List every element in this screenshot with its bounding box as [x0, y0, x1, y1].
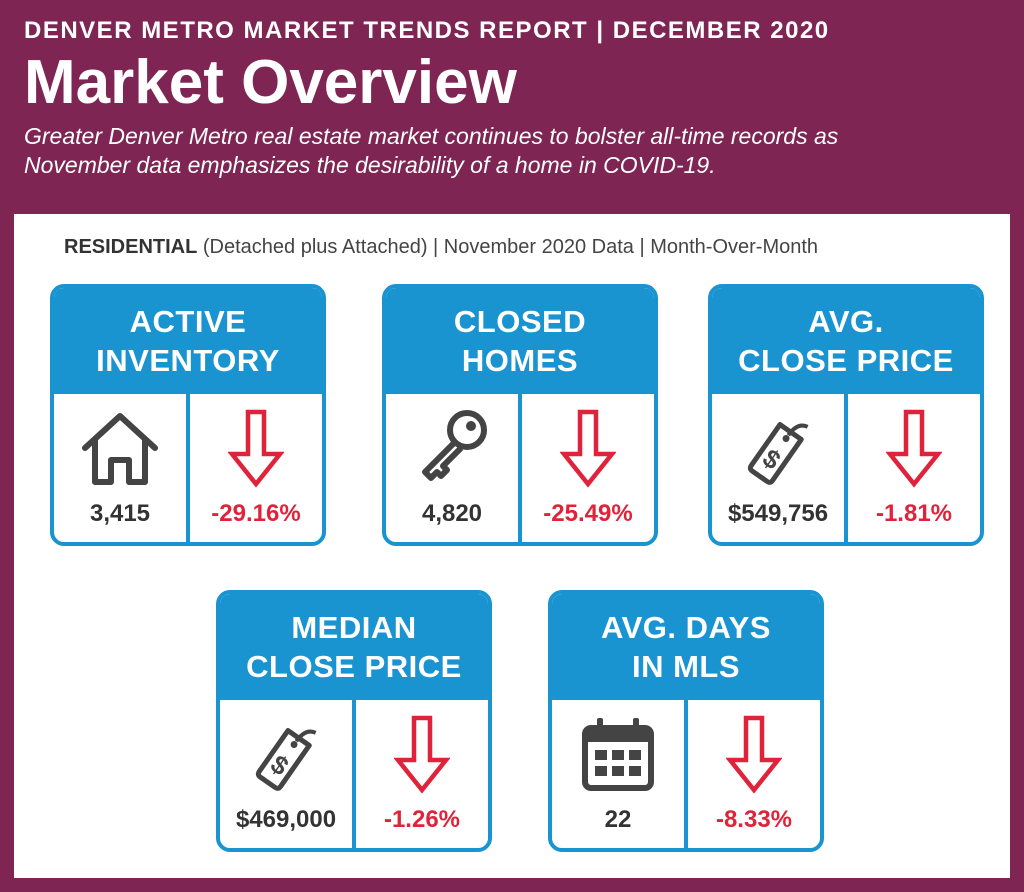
- down-arrow-icon: [726, 715, 782, 794]
- card-value: 22: [604, 806, 632, 833]
- card-change: -25.49%: [543, 500, 633, 527]
- card-title: CLOSED HOMES: [386, 288, 654, 394]
- section-label-rest: (Detached plus Attached) | November 2020…: [197, 236, 819, 258]
- report-header: DENVER METRO MARKET TRENDS REPORT | DECE…: [24, 14, 1004, 180]
- card-active-inventory: ACTIVE INVENTORY 3,415 -29.16%: [50, 284, 326, 546]
- card-change: -29.16%: [211, 500, 301, 527]
- card-value: 4,820: [421, 500, 483, 527]
- page-title: Market Overview: [24, 48, 517, 117]
- card-title-line-2: HOMES: [461, 343, 579, 378]
- down-arrow-icon: [394, 715, 450, 794]
- card-closed-homes: CLOSED HOMES 4,820 -25.49%: [382, 284, 658, 546]
- stats-panel: RESIDENTIAL (Detached plus Attached) | N…: [14, 214, 1010, 878]
- subtitle-line-1: Greater Denver Metro real estate market …: [24, 123, 839, 149]
- card-title-line-1: AVG.: [808, 304, 884, 339]
- card-change: -8.33%: [715, 806, 793, 833]
- card-title: MEDIAN CLOSE PRICE: [220, 594, 488, 700]
- card-median-close-price: MEDIAN CLOSE PRICE $ $469,000 -1.2: [216, 590, 492, 852]
- page-subtitle: Greater Denver Metro real estate market …: [24, 118, 1004, 180]
- card-title-line-1: AVG. DAYS: [601, 610, 771, 645]
- section-label-bold: RESIDENTIAL: [64, 236, 198, 258]
- card-title: ACTIVE INVENTORY: [54, 288, 322, 394]
- card-value: $469,000: [235, 806, 337, 833]
- card-title-line-1: MEDIAN: [291, 610, 417, 645]
- card-avg-close-price: AVG. CLOSE PRICE $ $549,756 -1.81%: [708, 284, 984, 546]
- card-change: -1.81%: [875, 500, 953, 527]
- house-icon: [82, 413, 158, 485]
- calendar-icon: [582, 718, 654, 791]
- card-change: -1.26%: [383, 806, 461, 833]
- price-tag-icon: $: [255, 728, 317, 791]
- card-title: AVG. DAYS IN MLS: [552, 594, 820, 700]
- down-arrow-icon: [560, 409, 616, 488]
- card-avg-days-in-mls: AVG. DAYS IN MLS 22: [548, 590, 824, 852]
- down-arrow-icon: [228, 409, 284, 488]
- card-title-line-2: IN MLS: [631, 649, 741, 684]
- price-tag-icon: $: [747, 422, 809, 485]
- card-title-line-2: INVENTORY: [96, 343, 280, 378]
- card-title-line-2: CLOSE PRICE: [246, 649, 462, 684]
- card-title-line-1: ACTIVE: [129, 304, 247, 339]
- card-title: AVG. CLOSE PRICE: [712, 288, 980, 394]
- key-icon: [422, 410, 487, 481]
- down-arrow-icon: [886, 409, 942, 488]
- subtitle-line-2: November data emphasizes the desirabilit…: [24, 152, 716, 178]
- card-title-line-1: CLOSED: [453, 304, 587, 339]
- report-kicker: DENVER METRO MARKET TRENDS REPORT | DECE…: [24, 17, 830, 44]
- card-value: $549,756: [727, 500, 829, 527]
- card-value: 3,415: [89, 500, 151, 527]
- section-label: RESIDENTIAL (Detached plus Attached) | N…: [64, 236, 818, 259]
- card-title-line-2: CLOSE PRICE: [738, 343, 954, 378]
